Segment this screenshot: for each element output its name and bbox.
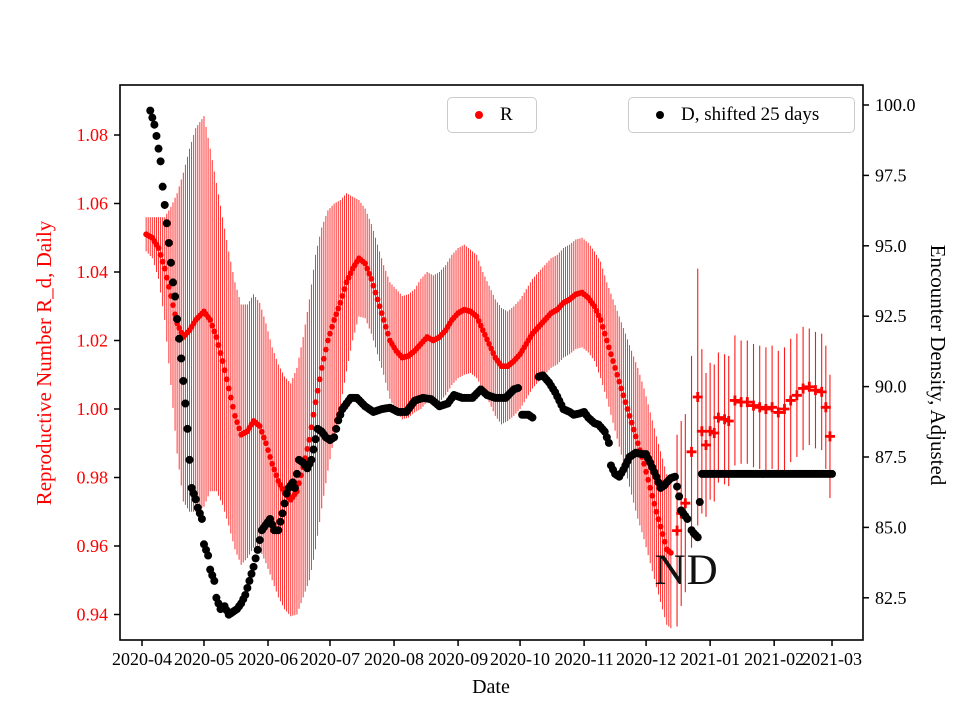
legend-r-label: R [500, 104, 513, 125]
x-axis-title: Date [472, 676, 510, 698]
x-tick-label: 2020-12 [616, 649, 676, 669]
nd-annotation: ND [654, 546, 719, 594]
right-tick-label: 92.5 [875, 306, 907, 326]
legend-d-label: D, shifted 25 days [681, 104, 820, 125]
left-tick-label: 0.96 [77, 536, 109, 556]
left-tick-label: 0.94 [77, 605, 109, 625]
right-tick-label: 97.5 [875, 165, 907, 185]
legend-r-marker-icon [475, 111, 483, 119]
left-axis-title: Reproductive Number R_d, Daily [32, 220, 56, 506]
r-series-points [143, 231, 835, 556]
axes: 2020-04 2020-05 2020-06 2020-07 2020-08 2020-… [77, 84, 916, 669]
x-tick-label: 2020-04 [112, 649, 172, 669]
right-tick-label: 90.0 [875, 377, 907, 397]
right-axis-title: Encounter Density, Adjusted [926, 244, 950, 486]
right-tick-label: 87.5 [875, 447, 907, 467]
left-tick-label: 1.06 [77, 194, 109, 214]
x-tick-label: 2020-06 [238, 649, 298, 669]
x-tick-label: 2020-07 [300, 649, 360, 669]
x-tick-label: 2021-02 [744, 649, 804, 669]
x-tick-label: 2020-10 [490, 649, 550, 669]
x-tick-label: 2020-05 [174, 649, 234, 669]
left-tick-label: 1.04 [77, 262, 109, 282]
legend-d-marker-icon [656, 111, 664, 119]
left-tick-label: 1.08 [77, 125, 109, 145]
x-tick-label: 2021-03 [802, 649, 862, 669]
right-tick-label: 95.0 [875, 236, 907, 256]
x-tick-label: 2020-08 [364, 649, 424, 669]
x-tick-label: 2021-01 [680, 649, 740, 669]
r-errorbars [145, 116, 831, 629]
left-tick-label: 1.02 [77, 331, 109, 351]
legend-r: R [447, 97, 537, 133]
d-series-points [146, 106, 837, 619]
legend-d: D, shifted 25 days [628, 97, 855, 133]
right-tick-label: 100.0 [875, 95, 916, 115]
left-tick-label: 0.98 [77, 468, 109, 488]
right-tick-label: 85.0 [875, 517, 907, 537]
x-tick-label: 2020-11 [554, 649, 613, 669]
x-tick-label: 2020-09 [428, 649, 488, 669]
left-tick-label: 1.00 [77, 399, 109, 419]
right-tick-label: 82.5 [875, 588, 907, 608]
